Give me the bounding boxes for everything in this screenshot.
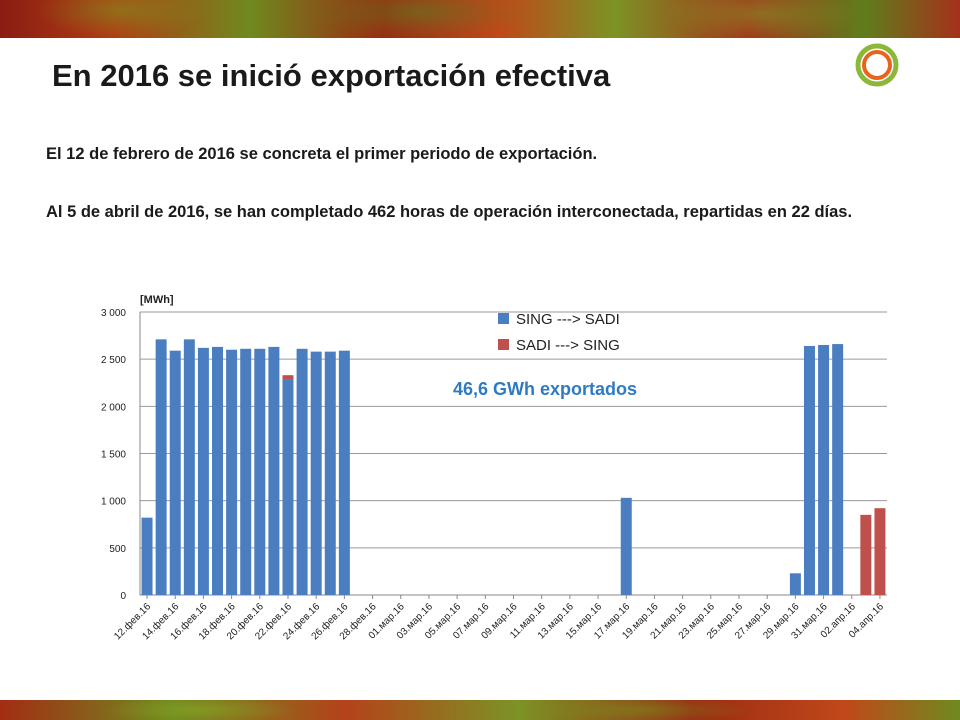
y-tick-label: 1 000	[101, 497, 126, 508]
legend-label: SADI ---> SING	[516, 337, 620, 354]
bar-sing-sadi	[268, 346, 280, 595]
bar-sing-sadi	[338, 350, 350, 595]
bar-sing-sadi	[818, 345, 830, 595]
paragraph-hours-summary: Al 5 de abril de 2016, se han completado…	[46, 203, 853, 221]
bar-sing-sadi	[254, 348, 266, 595]
ring-logo-icon	[855, 43, 899, 87]
bar-sing-sadi	[141, 517, 153, 595]
bar-sing-sadi	[212, 346, 224, 595]
legend-swatch	[498, 313, 509, 324]
x-axis: 12.фев.1614.фев.1616.фев.1618.фев.1620.ф…	[112, 595, 886, 642]
legend-swatch	[498, 339, 509, 350]
export-bar-chart: 0 500 1 000 1 500 2 000 2 500 3 000 [MWh] 12.ф…	[101, 294, 887, 642]
y-axis-unit-label: [MWh]	[140, 294, 174, 306]
chart-legend: SING ---> SADI SADI ---> SING	[498, 311, 620, 354]
bar-sing-sadi	[803, 345, 815, 595]
y-tick-label: 3 000	[101, 308, 126, 319]
y-tick-label: 1 500	[101, 450, 126, 461]
bar-sadi-sing	[282, 375, 294, 380]
top-decor-band	[0, 0, 960, 38]
bar-sing-sadi	[240, 348, 252, 595]
bar-sing-sadi	[310, 351, 322, 595]
bar-sing-sadi	[226, 349, 238, 595]
bottom-decor-band	[0, 700, 960, 720]
bar-sing-sadi	[282, 379, 294, 595]
bar-sing-sadi	[620, 497, 632, 595]
bar-sing-sadi	[169, 350, 181, 595]
y-axis: 0 500 1 000 1 500 2 000 2 500 3 000	[101, 308, 141, 602]
bar-sadi-sing	[860, 514, 872, 595]
bar-sing-sadi	[324, 351, 336, 595]
bar-sing-sadi	[789, 573, 801, 595]
paragraph-first-export: El 12 de febrero de 2016 se concreta el …	[46, 145, 598, 163]
y-tick-label: 2 500	[101, 355, 126, 366]
y-tick-label: 0	[120, 591, 126, 602]
bar-sing-sadi	[197, 347, 209, 595]
legend-label: SING ---> SADI	[516, 311, 620, 328]
slide-title: En 2016 se inició exportación efectiva	[52, 58, 611, 93]
bar-sing-sadi	[832, 344, 844, 595]
bar-sadi-sing	[874, 508, 886, 595]
chart-bars	[141, 339, 886, 595]
bar-sing-sadi	[296, 348, 308, 595]
export-total-annotation: 46,6 GWh exportados	[453, 379, 637, 399]
y-tick-label: 2 000	[101, 402, 126, 413]
chart-gridlines	[140, 311, 887, 596]
bar-sing-sadi	[183, 339, 195, 595]
y-tick-label: 500	[109, 544, 126, 555]
bar-sing-sadi	[155, 339, 167, 595]
